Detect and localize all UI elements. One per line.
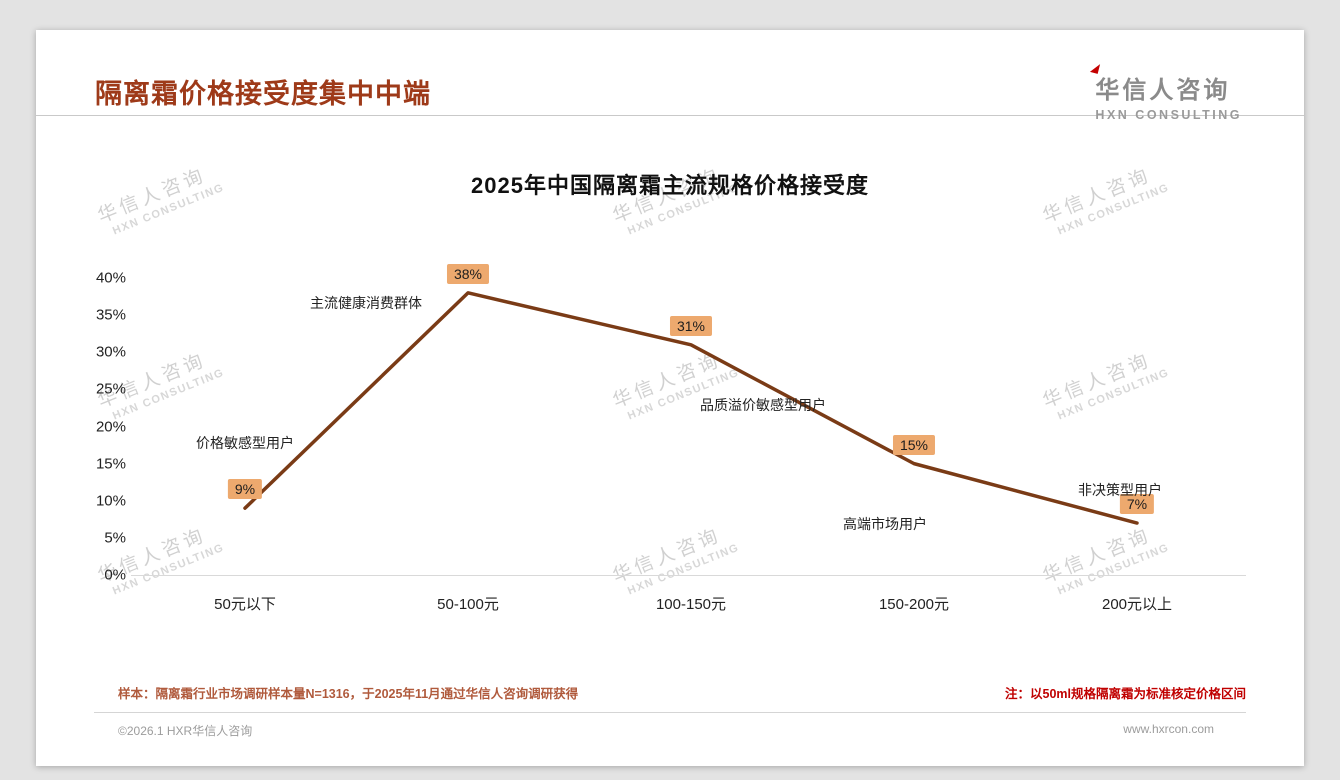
chart-title: 2025年中国隔离霜主流规格价格接受度 (471, 173, 869, 198)
chart-label-layer: 0% 5% 10% 15% 20% 25% 30% 35% 40% 50元以下 50-100元 100… (36, 30, 1304, 766)
website-url: www.hxrcon.com (1123, 722, 1214, 736)
data-point-label: 31% (669, 315, 713, 336)
y-axis-tick-label: 0% (104, 566, 126, 584)
y-axis-tick-label: 40% (95, 269, 126, 287)
price-basis-note: 注：以50ml规格隔离霜为标准核定价格区间 (1005, 687, 1246, 701)
series-annotation: 主流健康消费群体 (310, 294, 422, 311)
header-divider (36, 115, 1304, 116)
y-axis-tick-label: 30% (95, 343, 126, 361)
y-axis-tick-label: 20% (95, 418, 126, 435)
trend-chart (243, 291, 1139, 525)
y-axis-tick-label: 5% (104, 529, 126, 547)
data-point-label: 9% (227, 479, 263, 500)
data-point-label: 15% (892, 434, 936, 455)
footer-divider (94, 712, 1246, 713)
series-annotation: 品质溢价敏感型用户 (700, 396, 826, 413)
series-annotation: 高端市场用户 (843, 515, 927, 532)
y-axis-tick-label: 10% (95, 492, 126, 510)
x-axis-category-label: 50元以下 (214, 596, 276, 613)
series-annotation: 价格敏感型用户 (196, 435, 294, 452)
company-logo: 华信人咨询 HXN CONSULTING (1090, 62, 1242, 122)
data-point-label: 7% (1119, 494, 1155, 515)
sample-note: 样本：隔离霜行业市场调研样本量N=1316，于2025年11月通过华信人咨询调研… (118, 687, 579, 701)
y-axis-tick-label: 25% (95, 380, 126, 398)
x-axis-category-label: 100-150元 (655, 596, 727, 613)
x-axis-category-label: 200元以上 (1101, 596, 1173, 613)
x-axis-category-label: 150-200元 (878, 596, 950, 613)
slide-card: 隔离霜价格接受度集中中端 华信人咨询 HXN CONSULTING 2025年中… (36, 30, 1304, 766)
logo-accent-icon (1090, 62, 1101, 74)
logo-text-cn: 华信人咨询 (1095, 77, 1231, 104)
series-annotation: 非决策型用户 (1078, 482, 1162, 499)
x-axis-baseline (131, 575, 1246, 576)
logo-text-en: HXN CONSULTING (1095, 108, 1242, 122)
page-title: 隔离霜价格接受度集中中端 (95, 79, 431, 109)
y-axis-tick-label: 15% (95, 455, 126, 473)
copyright-text: ©2026.1 HXR华信人咨询 (118, 724, 253, 738)
y-axis-tick-label: 35% (95, 306, 126, 324)
data-point-label: 38% (446, 263, 490, 284)
x-axis-category-label: 50-100元 (437, 596, 499, 613)
trend-line (243, 291, 1139, 525)
logo-cn-row: 华信人咨询 (1090, 62, 1242, 105)
